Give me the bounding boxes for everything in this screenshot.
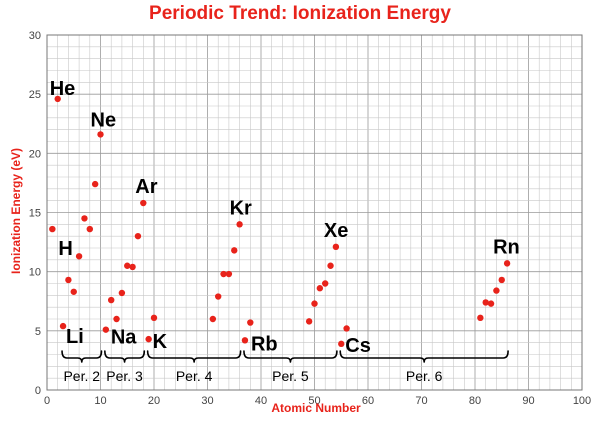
x-tick-label: 80 (469, 395, 481, 407)
x-tick-label: 0 (44, 395, 50, 407)
data-point (145, 335, 152, 343)
data-point (338, 340, 345, 348)
data-point (305, 318, 313, 325)
data-point (503, 260, 511, 267)
data-point (220, 270, 227, 278)
data-points (49, 95, 511, 348)
data-point (113, 315, 120, 323)
element-label: Ar (135, 176, 157, 198)
element-label: Rn (493, 236, 520, 258)
period-brace (61, 350, 103, 363)
y-tick-label: 20 (29, 148, 41, 160)
data-point (247, 319, 254, 326)
element-label: Cs (345, 335, 371, 357)
period-brace (146, 350, 242, 363)
data-point (477, 314, 484, 322)
element-labels: He H Ne Li Ar Na K Kr Rb Xe Cs Rn (50, 78, 520, 357)
data-point (241, 337, 249, 344)
data-point (108, 296, 115, 304)
data-point (231, 247, 238, 254)
data-point (493, 287, 500, 294)
data-point (327, 262, 334, 269)
period-label: Per. 3 (106, 368, 143, 384)
data-point (129, 263, 136, 271)
data-point (70, 288, 77, 295)
data-point (311, 300, 318, 307)
data-point (81, 215, 88, 222)
period-label: Per. 6 (406, 368, 443, 384)
period-label: Per. 5 (272, 368, 309, 384)
data-point (54, 95, 61, 103)
y-tick-label: 15 (29, 208, 41, 220)
data-point (97, 131, 104, 138)
chart-title: Periodic Trend: Ionization Energy (149, 3, 451, 24)
y-tick-label: 10 (29, 267, 41, 279)
data-point (134, 232, 142, 240)
data-point (124, 262, 131, 269)
data-point (225, 270, 233, 278)
data-point (332, 243, 340, 251)
element-label: He (50, 78, 76, 100)
data-point (322, 280, 329, 287)
y-tick-label: 0 (35, 385, 41, 397)
x-tick-label: 50 (308, 395, 320, 407)
element-label: H (58, 238, 72, 260)
period-label: Per. 4 (176, 368, 213, 384)
y-axis-label: Ionization Energy (eV) (9, 148, 23, 274)
element-label: K (153, 331, 168, 353)
period-brace (339, 350, 509, 363)
data-point (65, 276, 72, 284)
element-label: Rb (251, 333, 278, 355)
element-label: Xe (324, 220, 348, 242)
element-label: Ne (91, 109, 117, 131)
data-point (118, 289, 126, 297)
x-tick-label: 20 (148, 395, 160, 407)
data-point (86, 225, 94, 233)
plot-grid (46, 34, 583, 391)
data-point (49, 225, 56, 233)
element-label: Li (66, 326, 84, 348)
data-point (236, 221, 243, 228)
data-point (487, 300, 495, 307)
y-tick-label: 30 (29, 30, 41, 42)
x-tick-label: 60 (362, 395, 374, 407)
x-tick-label: 100 (573, 395, 591, 407)
plot-frame (46, 34, 583, 391)
data-point (59, 322, 67, 330)
x-axis-label: Atomic Number (271, 401, 361, 415)
data-point (316, 285, 324, 292)
period-brace (243, 350, 338, 363)
x-tick-label: 70 (415, 395, 427, 407)
x-tick-label: 10 (94, 395, 106, 407)
data-point (209, 315, 217, 323)
data-point (215, 293, 222, 300)
data-point (91, 180, 99, 188)
y-tick-label: 5 (35, 326, 41, 338)
data-point (343, 325, 350, 332)
element-label: Kr (230, 197, 252, 219)
axis-ticks: 0 10 20 30 40 50 60 70 80 90 100 0 5 10 15 20 25 30 (29, 30, 591, 407)
data-point (482, 299, 489, 306)
data-point (102, 326, 110, 333)
period-braces: Per. 2 Per. 3 Per. 4 Per. 5 Per. 6 (61, 350, 509, 384)
x-tick-label: 90 (522, 395, 534, 407)
data-point (150, 314, 158, 322)
period-brace (104, 350, 146, 363)
element-label: Na (111, 327, 137, 349)
data-point (498, 276, 505, 284)
y-tick-label: 25 (29, 89, 41, 101)
x-tick-label: 40 (255, 395, 267, 407)
period-label: Per. 2 (63, 368, 100, 384)
x-tick-label: 30 (201, 395, 213, 407)
data-point (140, 199, 147, 207)
data-point (75, 253, 83, 260)
